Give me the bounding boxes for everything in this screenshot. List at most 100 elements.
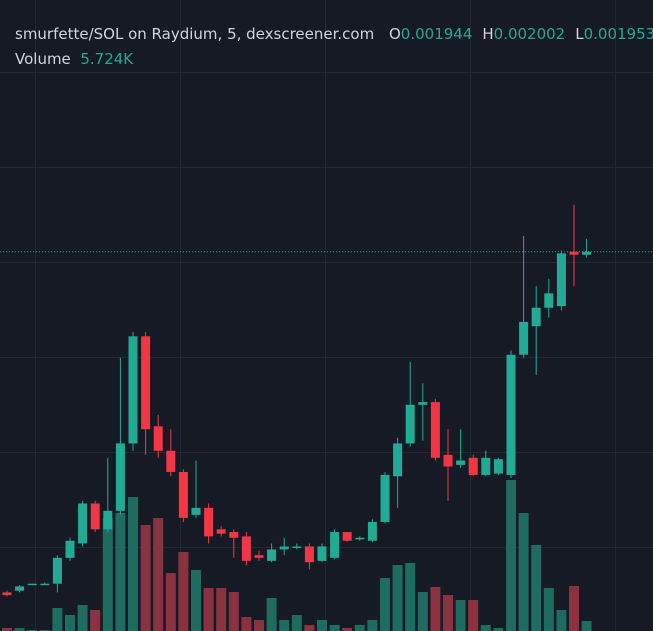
candle-body [229,532,239,538]
candle-body [141,336,151,430]
candle-body [166,450,176,472]
candle-body [569,251,579,255]
candle-body [153,426,163,451]
candle-body [128,336,138,444]
volume-bar [241,617,252,631]
candle-body [191,507,201,515]
candle-body [481,457,491,475]
candle-body [506,354,516,475]
volume-bar [455,600,466,631]
candle-body [556,253,566,307]
candle-body [456,460,466,465]
candle-body [418,402,428,405]
candle-body [52,557,62,584]
candle-body [317,546,327,561]
volume-bar [52,608,63,631]
candle-body [65,540,75,558]
volume-label: Volume [15,50,71,68]
volume-bar [77,605,88,631]
volume-bar [2,628,12,631]
volume-bar [90,610,101,631]
candle-body [178,471,188,518]
candle-body [367,521,377,541]
volume-bar [304,625,315,631]
volume-value: 5.724K [80,50,134,68]
volume-bar [493,628,504,631]
volume-bar [367,620,378,631]
header: smurfette/SOL on Raydium, 5, dexscreener… [15,25,653,43]
volume-bar [581,620,592,631]
volume-bar [291,615,302,631]
volume-bar [165,573,176,631]
volume-bar [480,625,491,631]
volume-bar [380,578,390,631]
volume-bar [128,497,138,631]
candle-body [342,532,352,541]
candle-body [405,404,415,444]
ohlc-value: 0.001953 [583,25,653,43]
candle-body [380,474,390,522]
candle-body [355,537,365,540]
volume-bar [531,545,542,631]
volume-bar [342,628,353,631]
volume-bar [228,592,239,631]
candle-body [430,402,440,458]
candle-body [582,251,592,255]
volume-bar [569,586,579,631]
volume-bar [279,620,290,631]
candle-body [90,503,100,530]
candle-body [292,546,302,548]
volume-bar [468,600,479,631]
ohlc-label: L [575,25,584,43]
volume-bar [115,513,126,631]
volume-bar [317,620,327,631]
candle-body [204,507,214,537]
candle-body [393,443,403,477]
volume-bar [266,598,277,631]
volume-bar [153,518,164,631]
volume-bar [254,620,264,631]
ohlc-value: 0.002002 [493,25,566,43]
volume-header: Volume 5.724K [15,50,133,68]
ohlc-value: 0.001944 [400,25,473,43]
candle-body [531,307,541,327]
volume-bar [65,615,75,631]
volume-bar [417,592,428,631]
candle-body [468,457,478,475]
candle-body [279,546,289,550]
volume-bar [518,513,529,631]
volume-bar [140,525,151,631]
volume-bar [556,610,567,631]
candle-body [241,536,251,561]
candle-body [40,583,50,586]
volume-bar [178,552,189,631]
candle-body [27,583,37,586]
volume-bar [329,625,340,631]
volume-bar [506,480,516,631]
candle-body [103,510,113,530]
volume-bar [392,565,403,631]
volume-bar [405,563,416,631]
candle-body [267,549,277,561]
candle-body [2,592,12,596]
volume-bar [430,587,441,631]
candle-body [216,529,226,534]
volume-bar [543,588,554,631]
candle-body [115,443,125,511]
candle-body [443,454,453,467]
ohlc-label: O [388,25,401,43]
volume-bar [216,588,227,631]
volume-bar [203,588,214,631]
candle-body [254,555,264,558]
candle-body [544,293,554,308]
volume-bar [191,570,201,631]
candle-body [493,459,503,474]
ohlc-label: H [482,25,494,43]
volume-bar [443,595,453,631]
candle-body [15,586,25,591]
candle-body [330,532,340,558]
candle-body [519,321,529,355]
